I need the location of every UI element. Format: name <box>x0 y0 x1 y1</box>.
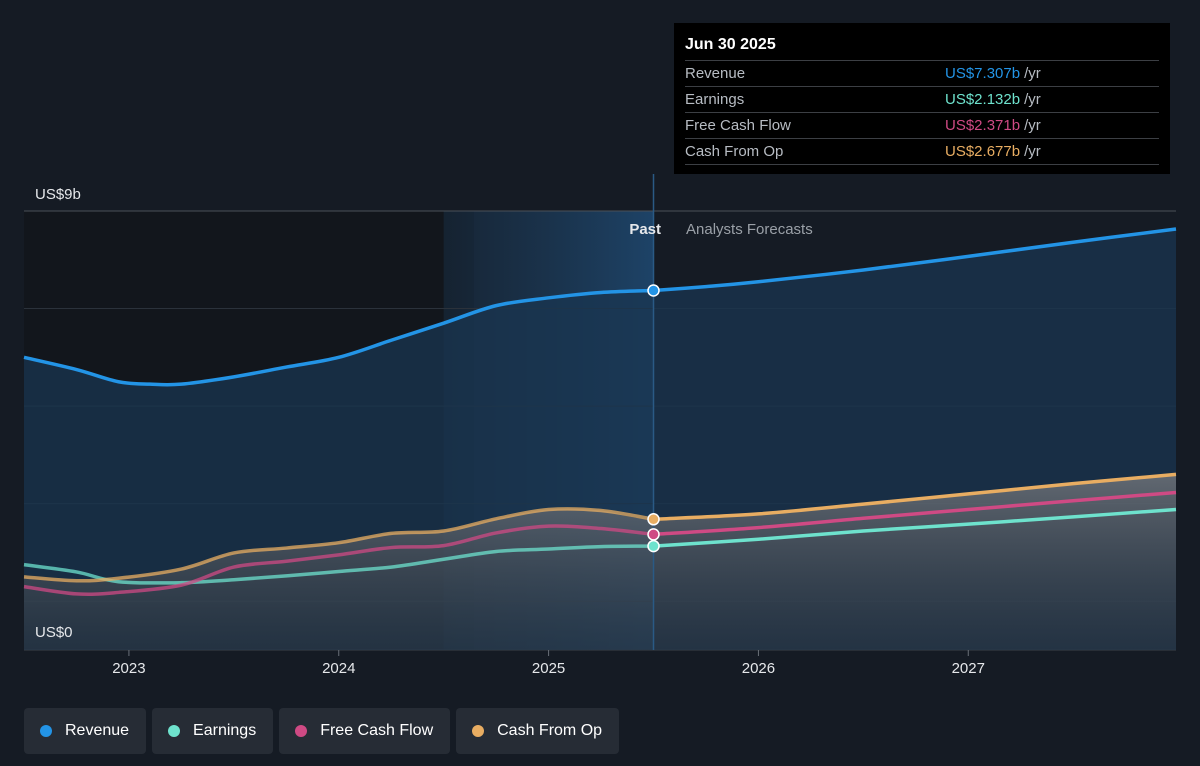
series-line-past <box>23 288 654 387</box>
y-bottom-label: US$0 <box>35 624 73 641</box>
past-label: Past <box>629 221 661 238</box>
tooltip-unit: /yr <box>1024 143 1041 160</box>
series-line-past <box>23 507 654 583</box>
tooltip-date: Jun 30 2025 <box>685 36 776 53</box>
tooltip-label: Cash From Op <box>685 143 784 160</box>
present-marker <box>647 513 660 526</box>
tooltip-unit: /yr <box>1024 91 1041 108</box>
forecast-label: Analysts Forecasts <box>686 221 813 238</box>
tooltip-row-free-cash-flow: Free Cash Flow US$2.371b /yr <box>685 112 1159 138</box>
tooltip: Jun 30 2025 Revenue US$7.307b /yr Earnin… <box>674 23 1170 174</box>
present-marker <box>647 284 660 297</box>
tooltip-row-revenue: Revenue US$7.307b /yr <box>685 60 1159 86</box>
x-tick-label: 2025 <box>532 660 565 677</box>
series-line-forecast <box>653 227 1177 293</box>
legend-dot-icon <box>168 725 181 737</box>
tooltip-value: US$7.307b <box>945 65 1021 82</box>
legend-label: Earnings <box>193 722 257 739</box>
present-markers <box>647 284 660 553</box>
tooltip-label: Free Cash Flow <box>685 117 791 134</box>
x-tick-label: 2027 <box>952 660 985 677</box>
tooltip-label: Revenue <box>685 65 746 82</box>
legend: Revenue Earnings Free Cash Flow Cash Fro… <box>24 708 620 754</box>
legend-dot-icon <box>472 725 485 737</box>
tooltip-value: US$2.371b <box>945 117 1021 134</box>
legend-label: Free Cash Flow <box>320 722 434 739</box>
series-line-past <box>23 524 654 597</box>
y-top-label: US$9b <box>35 186 81 203</box>
present-marker <box>647 539 660 553</box>
tooltip-value: US$2.132b <box>945 91 1021 108</box>
tooltip-row-earnings: Earnings US$2.132b /yr <box>685 86 1159 112</box>
series-line-forecast <box>653 507 1177 548</box>
legend-item-cash-from-op[interactable]: Cash From Op <box>456 708 620 754</box>
series-line-forecast <box>653 472 1177 522</box>
series-line-past <box>23 544 654 585</box>
tooltip-row-cash-from-op: Cash From Op US$2.677b /yr <box>685 138 1159 165</box>
tooltip-unit: /yr <box>1024 65 1041 82</box>
legend-item-earnings[interactable]: Earnings <box>152 708 274 754</box>
legend-item-free-cash-flow[interactable]: Free Cash Flow <box>279 708 451 754</box>
legend-dot-icon <box>295 725 308 737</box>
earnings-area <box>24 474 1176 650</box>
tooltip-unit: /yr <box>1024 117 1041 134</box>
present-marker <box>647 528 660 541</box>
series-lines <box>23 227 1177 597</box>
legend-dot-icon <box>40 725 52 737</box>
x-tick-label: 2026 <box>742 660 775 677</box>
series-line-forecast <box>653 490 1177 537</box>
tooltip-value: US$2.677b <box>945 143 1021 160</box>
x-tick-label: 2024 <box>322 660 355 677</box>
legend-item-revenue[interactable]: Revenue <box>24 708 147 754</box>
x-tick-label: 2023 <box>112 660 145 677</box>
tooltip-label: Earnings <box>685 91 745 108</box>
legend-label: Cash From Op <box>497 722 603 739</box>
x-axis-ticks: 2023 2024 2025 2026 2027 <box>112 650 985 677</box>
legend-label: Revenue <box>65 722 130 739</box>
